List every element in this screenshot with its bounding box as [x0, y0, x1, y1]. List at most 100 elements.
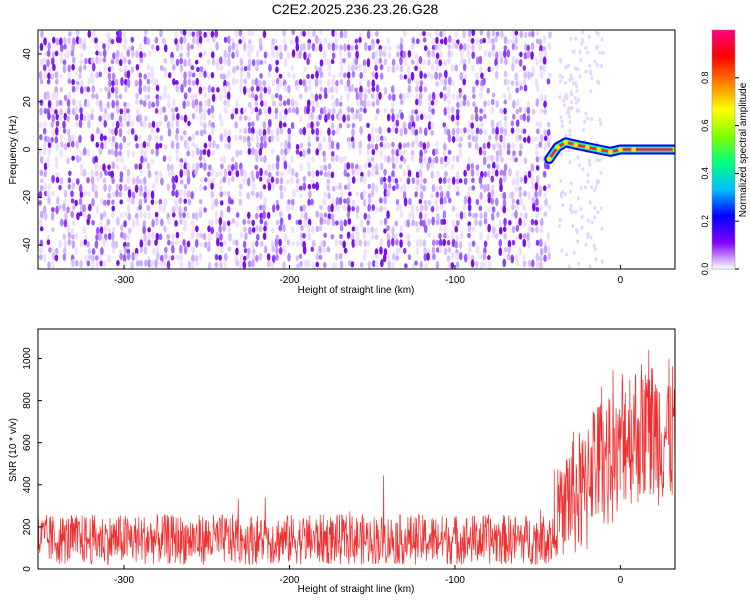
heatmap-cell — [123, 245, 128, 255]
heatmap-cell — [584, 69, 588, 74]
heatmap-cell — [67, 177, 72, 184]
heatmap-cell — [107, 192, 111, 199]
heatmap-cell — [150, 70, 155, 79]
heatmap-cell — [406, 177, 411, 185]
heatmap-cell — [155, 175, 159, 185]
heatmap-cell — [162, 204, 166, 213]
heatmap-cell — [396, 44, 400, 51]
heatmap-cell — [326, 86, 331, 94]
heatmap-cell — [315, 35, 319, 45]
heatmap-cell — [364, 161, 368, 170]
heatmap-cell — [483, 240, 488, 248]
heatmap-cell — [42, 57, 47, 64]
heatmap-cell — [410, 59, 415, 65]
heatmap-cell — [191, 245, 195, 255]
heatmap-cell — [415, 98, 419, 106]
heatmap-cell — [254, 225, 259, 232]
heatmap-cell — [247, 58, 252, 67]
heatmap-cell — [419, 85, 423, 93]
heatmap-cell — [531, 108, 536, 115]
heatmap-cell — [519, 176, 524, 183]
heatmap-cell — [98, 51, 103, 57]
heatmap-cell — [386, 210, 390, 219]
heatmap-cell — [439, 76, 444, 86]
heatmap-cell — [143, 191, 147, 199]
heatmap-cell — [590, 76, 594, 81]
heatmap-cell — [575, 88, 579, 93]
heatmap-cell — [406, 65, 410, 73]
heatmap-cell — [479, 212, 483, 220]
heatmap-cell — [522, 77, 527, 86]
heatmap-cell — [330, 122, 335, 130]
heatmap-cell — [327, 42, 331, 51]
heatmap-cell — [474, 134, 479, 143]
heatmap-cell — [206, 148, 211, 158]
heatmap-cell — [138, 72, 143, 79]
heatmap-cell — [522, 65, 527, 71]
heatmap-cell — [120, 77, 124, 86]
heatmap-cell — [286, 203, 290, 213]
heatmap-cell — [503, 127, 508, 136]
heatmap-cell — [478, 205, 483, 212]
heatmap-cell — [255, 191, 260, 199]
heatmap-cell — [164, 246, 168, 254]
heatmap-cell — [346, 231, 351, 239]
heatmap-cell — [259, 92, 263, 101]
heatmap-cell — [362, 99, 367, 109]
heatmap-cell — [299, 150, 303, 157]
heatmap-cell — [523, 71, 527, 80]
heatmap-cell — [150, 148, 155, 155]
heatmap-cell — [47, 196, 51, 205]
heatmap-cell — [159, 106, 164, 116]
heatmap-cell — [442, 176, 447, 184]
heatmap-cell — [311, 105, 316, 113]
heatmap-cell — [278, 44, 283, 52]
heatmap-cell — [72, 98, 76, 106]
heatmap-cell — [404, 263, 408, 269]
heatmap-cell — [186, 150, 191, 157]
heatmap-cell — [367, 170, 371, 178]
heatmap-cell — [475, 37, 479, 46]
heatmap-cell — [334, 30, 338, 38]
heatmap-cell — [83, 239, 88, 246]
heatmap-cell — [104, 86, 108, 92]
heatmap-cell — [220, 163, 224, 170]
heatmap-cell — [343, 247, 348, 254]
heatmap-cell — [259, 212, 263, 219]
heatmap-cell — [558, 218, 562, 223]
heatmap-cell — [318, 225, 323, 231]
heatmap-cell — [55, 142, 60, 152]
heatmap-cell — [358, 164, 363, 172]
heatmap-cell — [91, 183, 96, 193]
heatmap-cell — [150, 44, 155, 50]
heatmap-cell — [363, 212, 368, 220]
heatmap-cell — [210, 72, 215, 79]
heatmap-cell — [243, 255, 247, 261]
heatmap-cell — [103, 224, 108, 232]
heatmap-cell — [403, 127, 408, 135]
heatmap-cell — [151, 101, 155, 108]
heatmap-cell — [508, 92, 512, 102]
heatmap-cell — [299, 238, 304, 247]
heatmap-cell — [535, 198, 539, 206]
heatmap-cell — [478, 146, 483, 156]
heatmap-cell — [590, 117, 594, 122]
heatmap-cell — [224, 142, 228, 150]
heatmap-cell — [583, 119, 587, 124]
heatmap-cell — [212, 36, 216, 43]
heatmap-cell — [535, 175, 540, 184]
heatmap-cell — [187, 198, 192, 206]
heatmap-cell — [351, 206, 355, 212]
heatmap-cell — [187, 120, 191, 127]
heatmap-cell — [271, 245, 276, 253]
heatmap-cell — [399, 73, 403, 81]
heatmap-cell — [223, 36, 228, 43]
heatmap-cell — [107, 232, 112, 240]
heatmap-cell — [351, 168, 356, 176]
heatmap-cell — [75, 84, 80, 92]
heatmap-cell — [216, 237, 220, 247]
heatmap-cell — [307, 52, 312, 59]
heatmap-cell — [518, 149, 523, 157]
heatmap-cell — [99, 171, 103, 179]
